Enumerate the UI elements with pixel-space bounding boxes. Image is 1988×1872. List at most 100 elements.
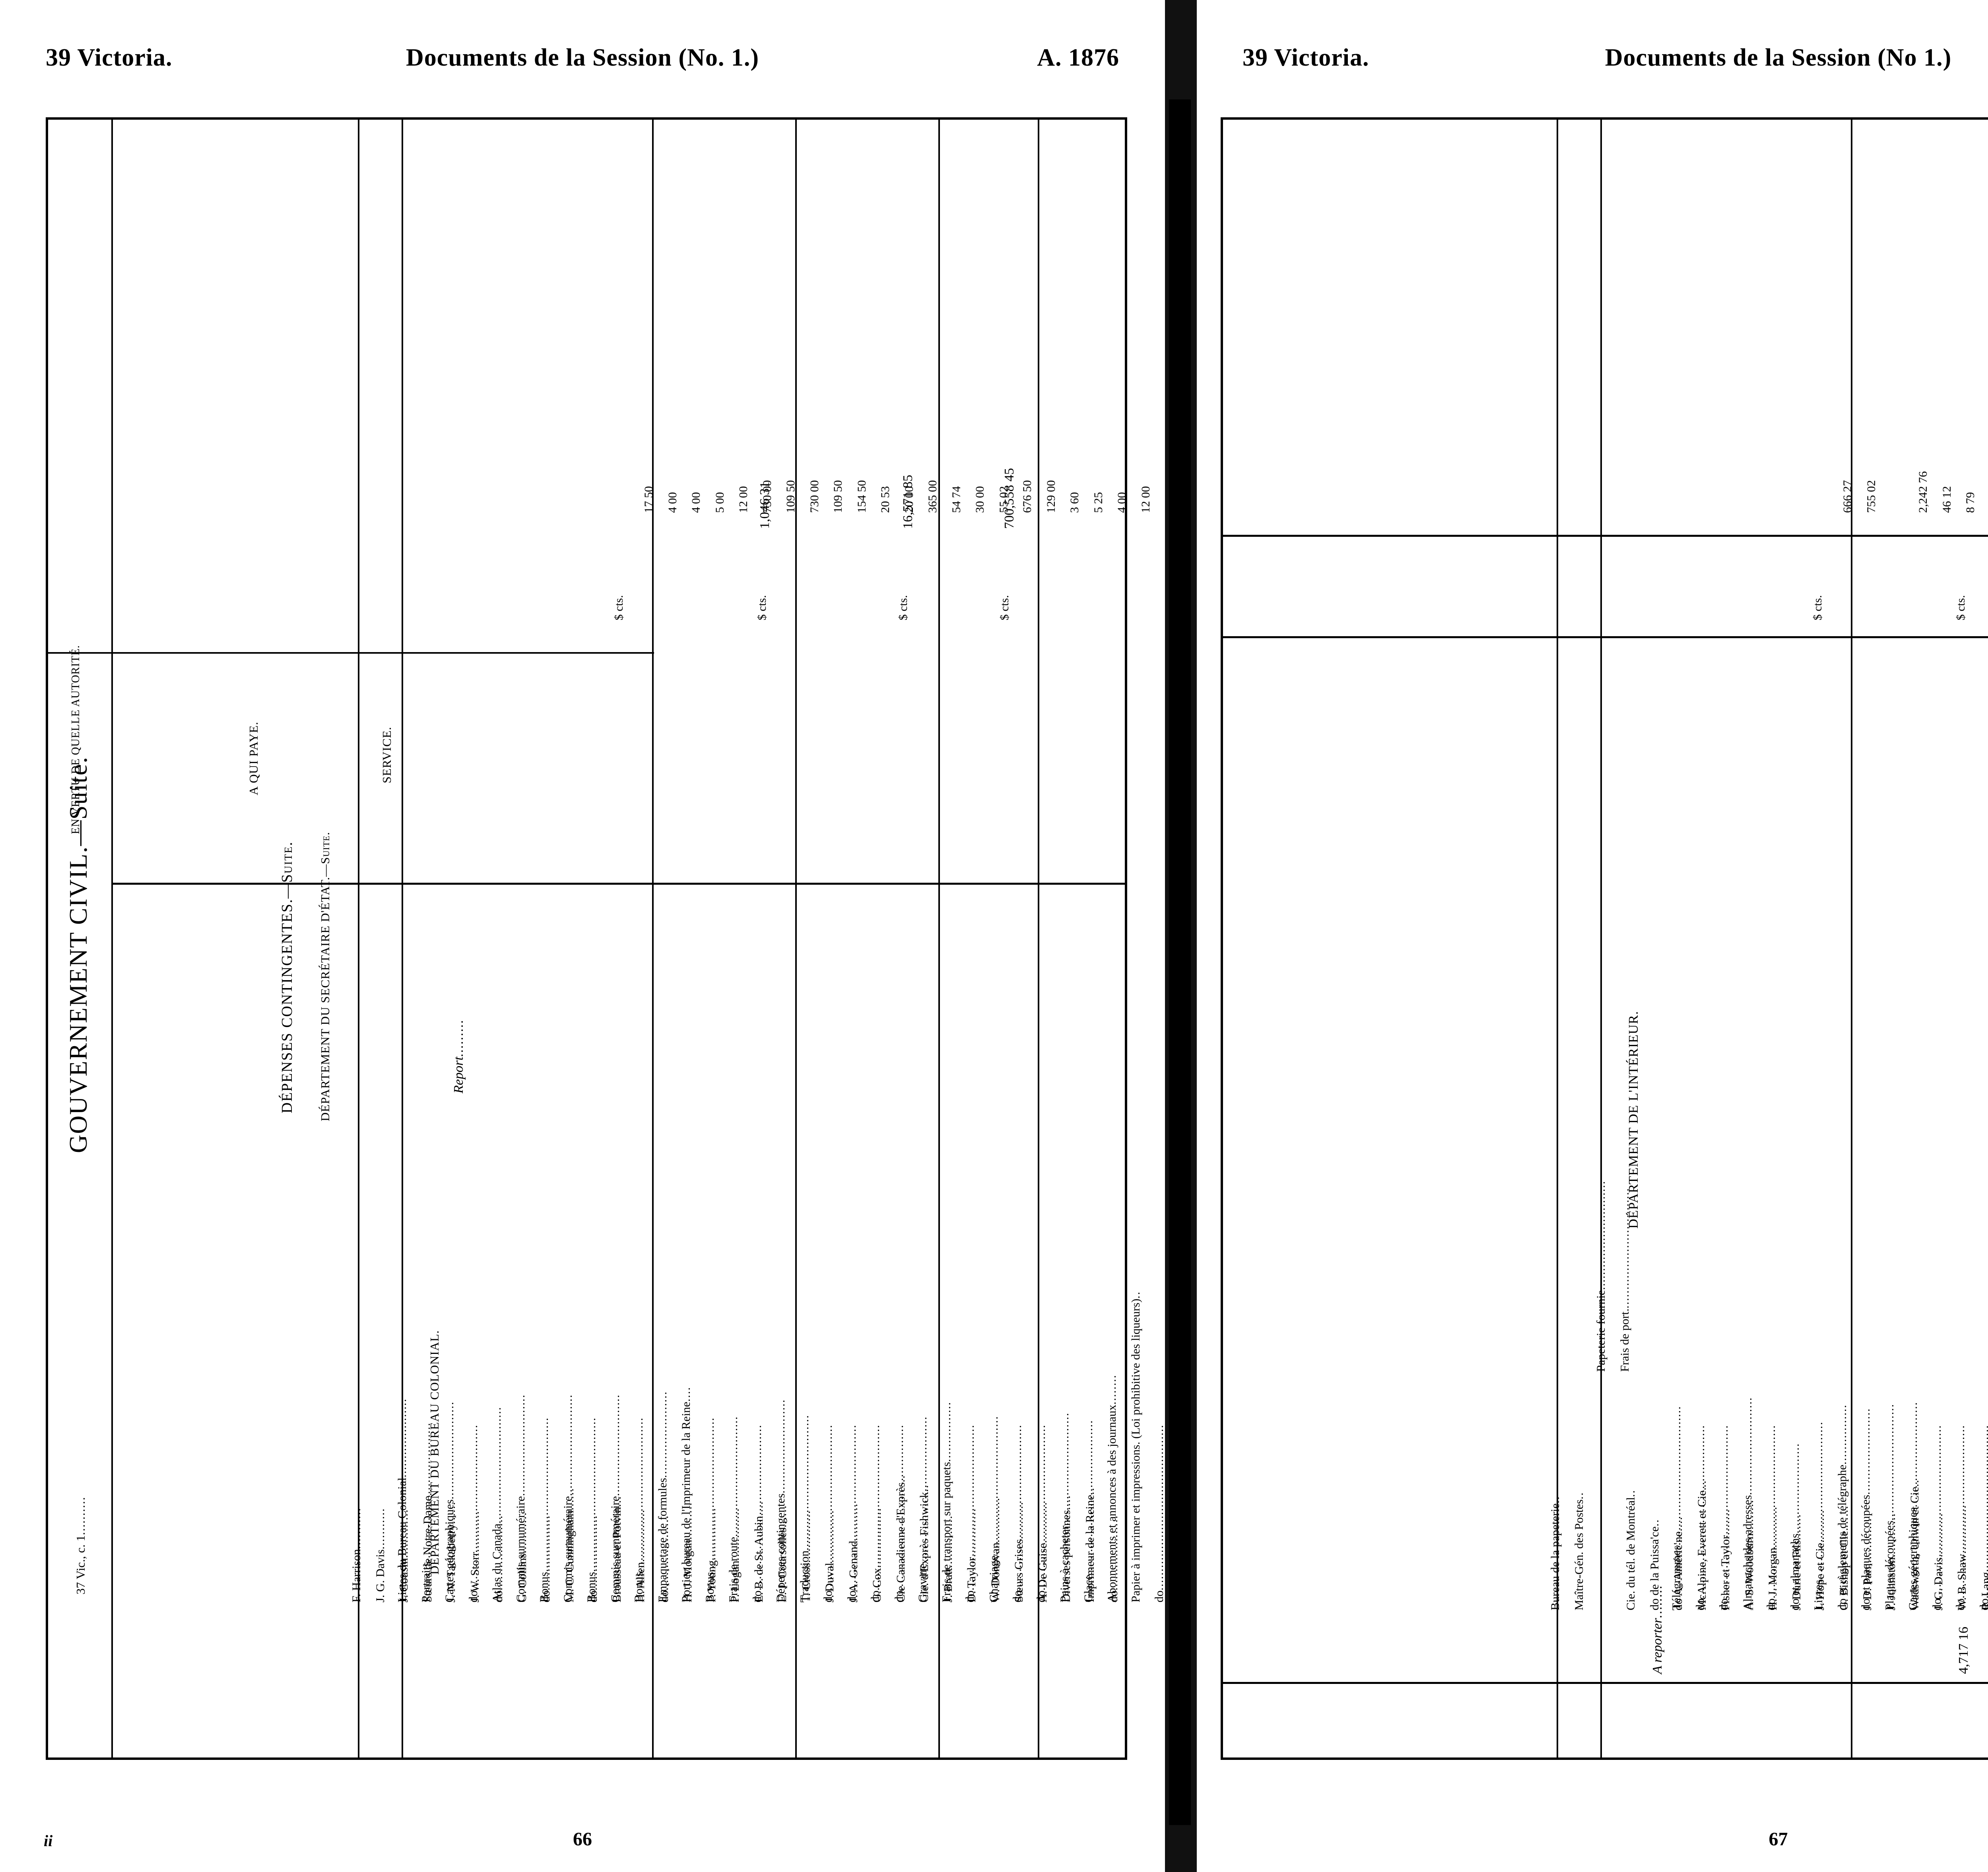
leader-dots: ........................................… bbox=[845, 1424, 858, 1590]
service-text: Atlas du Canada bbox=[490, 1523, 503, 1602]
service-cell: do......................................… bbox=[751, 1424, 764, 1602]
service-text: Frais de port. bbox=[1618, 1308, 1631, 1372]
amount-cell: 3 60 bbox=[1068, 492, 1081, 513]
service-cell: Frais de route..........................… bbox=[727, 1416, 740, 1602]
leader-dots: ........................................… bbox=[1930, 1425, 1943, 1598]
leader-dots: ................................ bbox=[1618, 1187, 1631, 1309]
service-text: do et règlements de télégraphe bbox=[1835, 1464, 1849, 1610]
r-service-cell: do et almanachs........................ bbox=[1788, 1443, 1802, 1610]
leader-dots: .. bbox=[1129, 1291, 1142, 1299]
leader-dots: ........................................… bbox=[585, 1417, 598, 1572]
r-service-cell: do......................................… bbox=[1694, 1425, 1707, 1610]
amount-text: 12 00 bbox=[1139, 486, 1152, 513]
service-cell: Bonus...................................… bbox=[632, 1417, 646, 1602]
service-text: do bbox=[1034, 1590, 1048, 1602]
service-text: Papier à imprimer et impressions. (Loi p… bbox=[1129, 1298, 1142, 1602]
service-text: Pains à cacheter bbox=[1058, 1525, 1071, 1602]
payee-cell: J. G. Davis........... bbox=[374, 1508, 387, 1602]
service-text: do bbox=[1693, 1598, 1707, 1610]
leader-dots: ....................... bbox=[1859, 1408, 1873, 1495]
service-cell: Bonus...................................… bbox=[538, 1417, 551, 1602]
service-text: do et plaques découpées bbox=[1859, 1495, 1873, 1610]
service-cell: Portier, bureau de l'Imprimeur de la Rei… bbox=[679, 1387, 693, 1602]
service-text: Cartes géographiques bbox=[443, 1499, 456, 1602]
running-head-right: 39 Victoria. Documents de la Session (No… bbox=[1197, 40, 1988, 76]
column-header-money4: $ cts. bbox=[612, 595, 625, 620]
amount-text: 154 50 bbox=[855, 480, 868, 513]
amount-cell: 4 00 bbox=[1115, 492, 1129, 513]
col-sep-money4 bbox=[652, 117, 654, 1760]
service-cell: Atlas du Canada.........................… bbox=[490, 1406, 504, 1602]
service-cell: do......................................… bbox=[821, 1424, 835, 1602]
service-text: Frais de transport sur paquets bbox=[940, 1462, 953, 1602]
amount-cell: 109 50 bbox=[784, 480, 798, 513]
r-service-cell: Télégrammes.............................… bbox=[1670, 1406, 1683, 1610]
leader-dots: ........................................… bbox=[1034, 1424, 1048, 1590]
service-cell: Commis surnuméraire.....................… bbox=[514, 1394, 528, 1602]
service-text: do bbox=[466, 1590, 480, 1602]
amount-text: 129 00 bbox=[1044, 480, 1058, 513]
r-service-cell: do......................................… bbox=[1765, 1425, 1778, 1610]
service-cell: do......................................… bbox=[1035, 1424, 1048, 1602]
department-heading: DÉPARTEMENT DU SECRÉTAIRE D'ÉTAT.—Suite. bbox=[318, 831, 332, 1121]
col-sep-service bbox=[402, 117, 403, 1760]
folio-right: 67 bbox=[1769, 1829, 1788, 1850]
section-heading: DÉPENSES CONTINGENTES.—Suite. bbox=[279, 841, 295, 1113]
amount-text: 109 50 bbox=[831, 480, 845, 513]
col-sep-money1 bbox=[1038, 117, 1039, 1760]
amount-cell: 54 74 bbox=[950, 486, 963, 513]
amount-text: 46 12 bbox=[1940, 486, 1953, 513]
service-text: Bonus bbox=[632, 1572, 645, 1602]
running-head-left-year: A. 1876 bbox=[1037, 44, 1119, 71]
r-service-cell: do et plaques découpées.................… bbox=[1859, 1408, 1873, 1610]
amount-cell: 666 27 bbox=[1841, 480, 1854, 513]
leader-dots: ............................. bbox=[1594, 1180, 1607, 1290]
amount-cell: 4 00 bbox=[666, 492, 679, 513]
service-text: Portraits bbox=[419, 1562, 433, 1602]
running-head-left-title: Documents de la Session (No. 1.) bbox=[406, 44, 759, 71]
amount-cell: 365 00 bbox=[926, 480, 940, 513]
amount-text: 365 00 bbox=[926, 480, 939, 513]
payee-cell: Bureau de la papeterie.. bbox=[1549, 1496, 1562, 1610]
amount-cell: 4 00 bbox=[689, 492, 703, 513]
service-text: Commis surnuméraire bbox=[608, 1496, 622, 1602]
leader-dots: ....................... bbox=[656, 1391, 669, 1478]
leader-dots: ..................................... bbox=[987, 1416, 1000, 1555]
service-text: Abonnements et annonces à des journaux bbox=[1105, 1404, 1118, 1602]
service-cell: Dépenses contingentes...................… bbox=[774, 1399, 788, 1602]
service-text: do bbox=[1717, 1598, 1731, 1610]
table-right-border bbox=[1125, 117, 1127, 1760]
column-header-money2: $ cts. bbox=[897, 595, 910, 620]
leader-dots: ........................................… bbox=[1717, 1425, 1731, 1598]
amount-cell: 154 50 bbox=[855, 480, 869, 513]
r-service-cell: Plaques découpées.......................… bbox=[1883, 1404, 1897, 1610]
r-amount-cell: 8 79 bbox=[1964, 492, 1977, 513]
service-cell: Frais de port...........................… bbox=[1618, 1188, 1632, 1372]
service-cell: Listes du Bureau Colonial...............… bbox=[396, 1398, 409, 1602]
r-table-top-border bbox=[1221, 117, 1988, 120]
leader-dots: ........................................… bbox=[1977, 1425, 1988, 1598]
running-head-left-session: 39 Victoria. bbox=[46, 44, 173, 71]
amount-cell: 5 00 bbox=[713, 492, 727, 513]
column-header-payee: A QUI PAYE. bbox=[247, 721, 260, 795]
service-text: Almanachs des adresses bbox=[1741, 1495, 1754, 1610]
leader-dots: .. bbox=[1624, 1489, 1638, 1497]
amount-text: 55 02 bbox=[997, 486, 1010, 513]
service-text: Frais de route bbox=[727, 1537, 740, 1602]
service-cell: Gravure.................................… bbox=[916, 1416, 930, 1602]
r-service-cell: do......................................… bbox=[1978, 1425, 1988, 1610]
service-cell: Abonnements et annonces à des journaux..… bbox=[1105, 1375, 1119, 1602]
payee-text: Maître-Gén. des Postes bbox=[1572, 1499, 1586, 1610]
amount-cell: 730 00 bbox=[808, 480, 821, 513]
service-text: Glace bbox=[1081, 1575, 1095, 1602]
amount-text: 20 53 bbox=[879, 486, 892, 513]
service-text: Listes du Bureau Colonial bbox=[396, 1477, 409, 1602]
service-cell: Papier à imprimer et impressions. (Loi p… bbox=[1129, 1291, 1143, 1602]
amount-text: 12 00 bbox=[737, 486, 750, 513]
service-cell: do......................................… bbox=[1011, 1424, 1024, 1602]
service-cell: Traduction..............................… bbox=[798, 1414, 812, 1602]
payee-cell: Maître-Gén. des Postes.. bbox=[1573, 1492, 1586, 1610]
report-label: Report......... bbox=[451, 1019, 466, 1093]
payee-text: Cie. du tél. de Montréal bbox=[1624, 1497, 1638, 1610]
amount-text: 730 00 bbox=[760, 480, 774, 513]
